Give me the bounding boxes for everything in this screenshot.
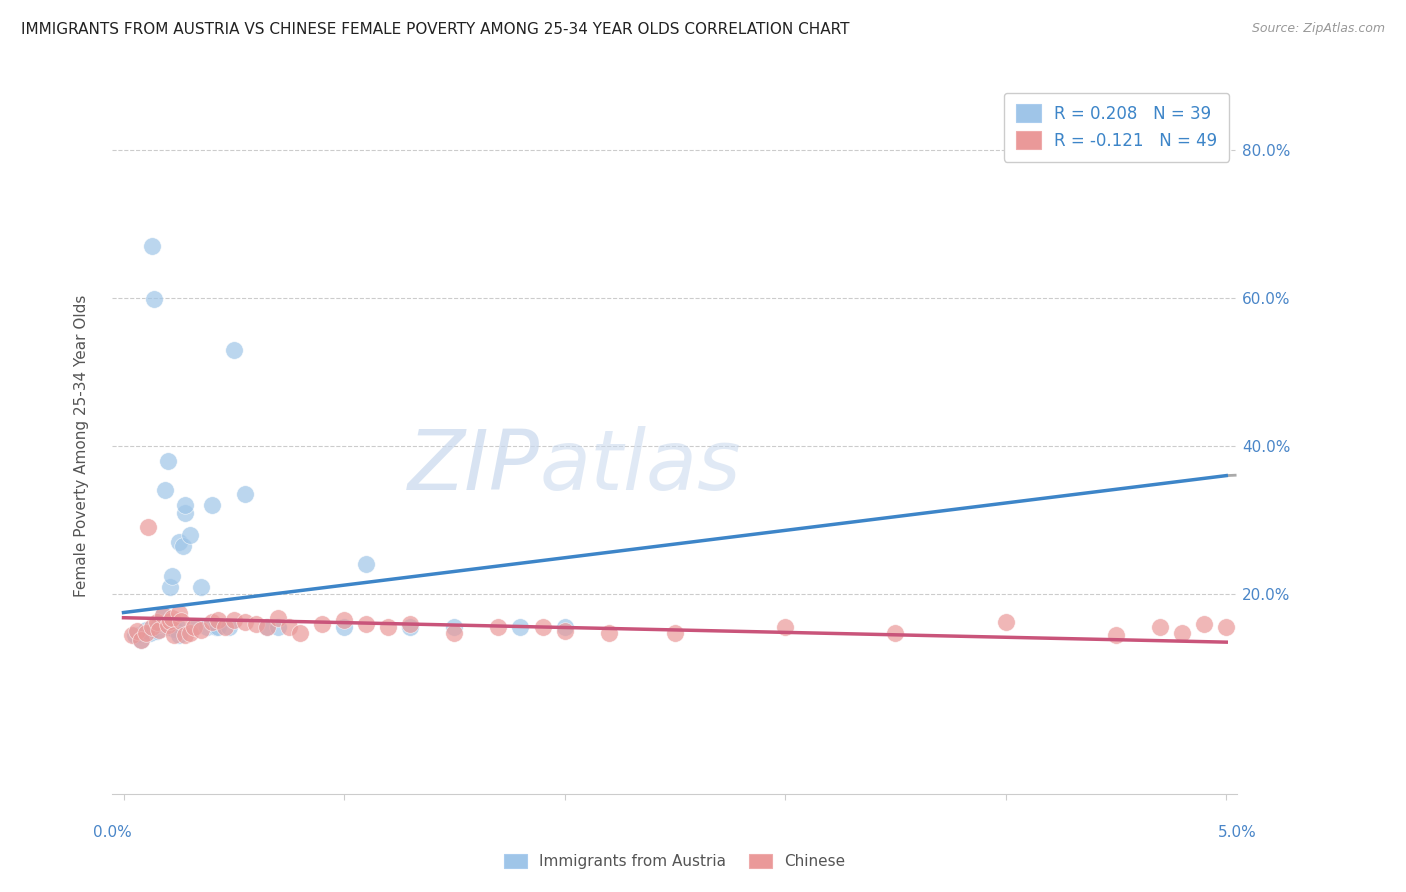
Point: [141, 239, 163, 253]
Point: [443, 620, 465, 634]
Point: [201, 615, 224, 629]
Point: [160, 568, 183, 582]
Point: [141, 620, 163, 634]
Point: [139, 625, 162, 640]
Point: [333, 620, 356, 634]
Text: ZIP: ZIP: [408, 426, 540, 508]
Point: [664, 625, 686, 640]
Point: [233, 487, 256, 501]
Point: [218, 620, 240, 634]
Text: atlas: atlas: [540, 426, 741, 508]
Point: [135, 625, 157, 640]
Point: [354, 616, 377, 631]
Point: [399, 616, 422, 631]
Point: [125, 624, 148, 638]
Point: [129, 632, 152, 647]
Point: [136, 520, 159, 534]
Point: [233, 615, 256, 629]
Point: [155, 483, 177, 498]
Point: [443, 625, 465, 640]
Point: [994, 615, 1017, 629]
Point: [148, 623, 170, 637]
Point: [167, 628, 190, 642]
Point: [135, 623, 157, 637]
Point: [170, 615, 193, 629]
Point: [156, 620, 179, 634]
Point: [183, 620, 205, 634]
Point: [174, 498, 197, 512]
Point: [256, 620, 278, 634]
Point: [143, 293, 166, 307]
Point: [121, 628, 143, 642]
Point: [145, 615, 167, 629]
Point: [288, 625, 311, 640]
Point: [201, 498, 224, 512]
Point: [333, 613, 356, 627]
Y-axis label: Female Poverty Among 25-34 Year Olds: Female Poverty Among 25-34 Year Olds: [75, 295, 89, 597]
Point: [163, 628, 186, 642]
Point: [1215, 620, 1237, 634]
Point: [884, 625, 907, 640]
Text: 0.0%: 0.0%: [93, 825, 132, 840]
Point: [267, 620, 290, 634]
Point: [222, 343, 245, 357]
Point: [207, 613, 229, 627]
Point: [179, 625, 201, 640]
Point: [1105, 628, 1128, 642]
Point: [205, 620, 228, 634]
Point: [267, 611, 290, 625]
Point: [160, 611, 183, 625]
Point: [554, 620, 576, 634]
Point: [174, 506, 197, 520]
Point: [311, 616, 333, 631]
Point: [1192, 616, 1215, 631]
Point: [124, 628, 146, 642]
Point: [598, 625, 620, 640]
Point: [377, 620, 399, 634]
Point: [509, 620, 531, 634]
Point: [554, 624, 576, 638]
Point: [214, 620, 236, 634]
Point: [256, 620, 278, 634]
Point: [488, 620, 510, 634]
Text: IMMIGRANTS FROM AUSTRIA VS CHINESE FEMALE POVERTY AMONG 25-34 YEAR OLDS CORRELAT: IMMIGRANTS FROM AUSTRIA VS CHINESE FEMAL…: [21, 22, 849, 37]
Point: [163, 622, 186, 636]
Point: [245, 616, 267, 631]
Point: [190, 580, 212, 594]
Legend: R = 0.208   N = 39, R = -0.121   N = 49: R = 0.208 N = 39, R = -0.121 N = 49: [1004, 93, 1229, 161]
Point: [167, 606, 190, 620]
Point: [159, 580, 181, 594]
Point: [156, 454, 179, 468]
Point: [1171, 625, 1194, 640]
Point: [129, 632, 152, 647]
Point: [172, 539, 194, 553]
Point: [179, 528, 201, 542]
Point: [190, 623, 212, 637]
Text: Source: ZipAtlas.com: Source: ZipAtlas.com: [1251, 22, 1385, 36]
Point: [277, 620, 299, 634]
Point: [145, 624, 167, 638]
Point: [148, 616, 170, 631]
Point: [207, 620, 229, 634]
Point: [399, 620, 422, 634]
Point: [174, 628, 197, 642]
Text: 5.0%: 5.0%: [1218, 825, 1257, 840]
Point: [167, 535, 190, 549]
Point: [1149, 620, 1171, 634]
Point: [222, 613, 245, 627]
Point: [195, 620, 218, 634]
Point: [531, 620, 554, 634]
Point: [152, 607, 174, 622]
Point: [773, 620, 796, 634]
Point: [1260, 628, 1282, 642]
Legend: Immigrants from Austria, Chinese: Immigrants from Austria, Chinese: [498, 847, 852, 875]
Point: [159, 615, 181, 629]
Point: [354, 558, 377, 572]
Point: [152, 607, 174, 622]
Point: [165, 616, 187, 631]
Point: [156, 618, 179, 632]
Point: [183, 620, 205, 634]
